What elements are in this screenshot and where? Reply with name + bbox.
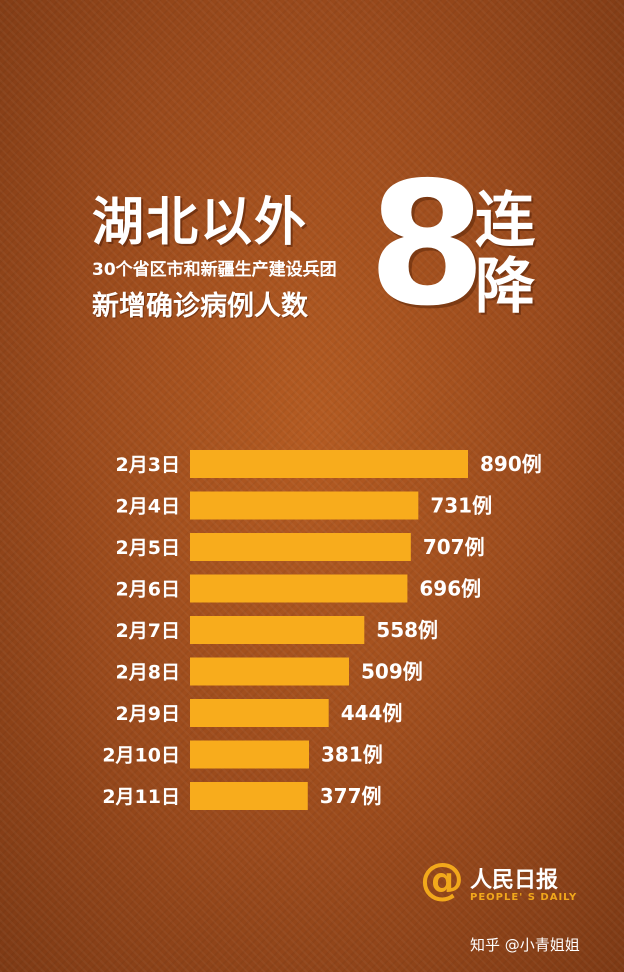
category-label: 2月8日 (116, 662, 180, 684)
vertical-text: 连 降 (470, 188, 540, 320)
value-label: 377例 (320, 784, 382, 808)
category-label: 2月4日 (116, 496, 180, 518)
category-label: 2月11日 (102, 786, 180, 808)
value-label: 444例 (341, 701, 403, 725)
value-label: 731例 (430, 494, 492, 518)
logo-en-text: PEOPLE' S DAILY (470, 892, 578, 903)
watermark: 知乎 @小青姐姐 (470, 936, 580, 954)
category-label: 2月5日 (116, 537, 180, 559)
bar (190, 533, 411, 561)
category-label: 2月6日 (116, 579, 180, 601)
bar (190, 616, 365, 644)
bar (190, 450, 468, 478)
logo-cn-text: 人民日报 (470, 868, 559, 893)
at-sign-icon: @ (420, 854, 464, 905)
category-label: 2月10日 (102, 745, 180, 767)
value-label: 509例 (361, 660, 423, 684)
bar (190, 657, 349, 686)
bar (190, 491, 419, 520)
bar-chart: 2月3日 890例 2月4日 731例 2月5日 707例 2月6日 696例 2月7日 558例… (102, 450, 542, 810)
value-label: 696例 (419, 577, 481, 601)
bar (190, 782, 308, 810)
category-label: 2月9日 (116, 703, 180, 725)
bar (190, 740, 310, 769)
value-label: 381例 (321, 743, 383, 767)
bar (190, 699, 329, 727)
subtitle-2: 新增确诊病例人数 (92, 291, 308, 322)
vertical-char-2: 降 (475, 252, 535, 322)
value-label: 558例 (376, 618, 438, 642)
category-label: 2月3日 (116, 454, 180, 476)
category-label: 2月7日 (116, 620, 180, 642)
subtitle: 30个省区市和新疆生产建设兵团 (92, 260, 337, 280)
big-number: 8 (368, 146, 487, 344)
value-label: 707例 (423, 535, 485, 559)
bar (190, 574, 408, 603)
vertical-char-1: 连 (475, 186, 535, 256)
value-label: 890例 (480, 452, 542, 476)
headline: 湖北以外 (92, 193, 309, 253)
